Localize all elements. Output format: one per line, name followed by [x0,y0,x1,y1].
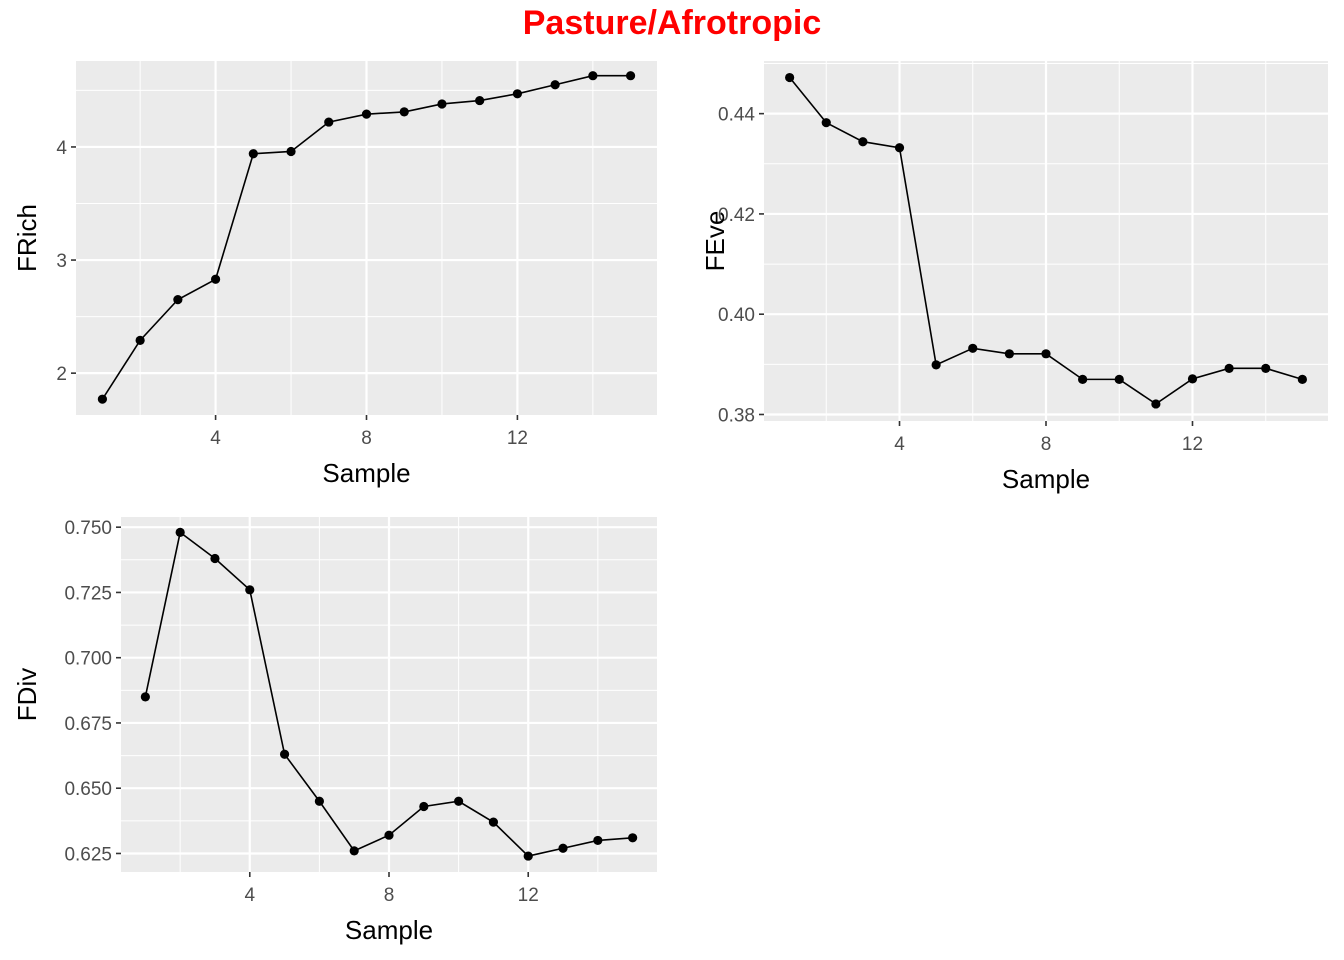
y-tick-label: 0.650 [64,779,112,800]
y-tick-label: 2 [56,364,67,385]
chart-panel-3: 4 8 12 0.625 0.650 0.675 0.700 0.725 0.750 Sample… [12,517,657,945]
y-tick-label: 0.675 [64,714,112,735]
data-point [173,295,183,305]
data-point [488,817,499,827]
data-point [314,796,324,806]
data-point [1297,374,1307,384]
data-point [931,360,941,370]
data-point [361,109,372,119]
x-tick-label: 8 [1041,434,1052,455]
data-point [593,835,603,846]
x-tick-label: 12 [507,428,528,449]
data-point [523,851,533,861]
data-point [1114,374,1124,384]
data-point [968,343,978,353]
data-point [1041,349,1051,359]
data-point [97,394,108,404]
data-point [349,846,359,856]
data-point [550,80,560,90]
data-point [324,117,334,127]
y-tick-label: 0.700 [64,649,112,670]
data-point [1187,374,1198,384]
data-point [210,274,221,284]
data-point [1078,374,1088,384]
x-tick-label: 4 [244,885,255,906]
data-point [475,95,485,106]
y-tick-label: 0.40 [718,305,755,326]
data-point [785,72,795,83]
figure-title: Pasture/Afrotropic [522,4,822,42]
y-axis-title: FRich [12,204,42,272]
data-point [454,796,464,806]
data-point [1004,349,1014,359]
chart-panel-2: 4 8 12 0.38 0.40 0.42 0.44 Sample FEve [700,61,1328,494]
chart-panel-1: 4 8 12 2 3 4 Sample FRich [12,61,657,488]
data-point [140,692,150,702]
y-tick-label: 3 [56,251,67,272]
y-tick-label: 0.44 [718,105,755,126]
data-point [175,527,185,538]
data-point [821,118,831,128]
data-point [588,71,598,81]
x-tick-label: 12 [518,885,539,906]
x-axis-title: Sample [345,915,433,945]
data-point [384,830,394,840]
y-tick-label: 0.38 [718,405,755,426]
data-point [512,89,523,99]
data-point [437,99,447,109]
data-point [1224,363,1234,373]
x-tick-label: 8 [361,428,372,449]
data-point [894,143,905,153]
x-tick-label: 4 [210,428,221,449]
data-point [858,137,868,147]
data-point [419,801,429,812]
data-point [286,146,296,157]
x-tick-label: 4 [894,434,905,455]
x-axis-title: Sample [1002,464,1090,494]
data-point [279,749,290,759]
data-point [245,585,255,595]
data-point [399,107,409,117]
y-tick-label: 0.42 [718,205,755,226]
x-axis-title: Sample [322,458,410,488]
data-point [248,149,258,159]
y-axis-title: FDiv [12,668,42,721]
data-point [625,71,636,81]
data-point [210,553,220,564]
y-tick-label: 0.625 [64,844,112,865]
data-point [628,833,638,843]
data-point [135,335,145,345]
data-point [1151,399,1161,409]
y-tick-label: 0.750 [64,518,112,539]
y-axis-title: FEve [700,211,730,272]
data-point [1261,363,1271,373]
y-tick-label: 4 [56,138,67,159]
x-tick-label: 12 [1182,434,1203,455]
data-point [558,843,568,853]
y-tick-label: 0.725 [64,583,112,604]
x-tick-label: 8 [384,885,395,906]
